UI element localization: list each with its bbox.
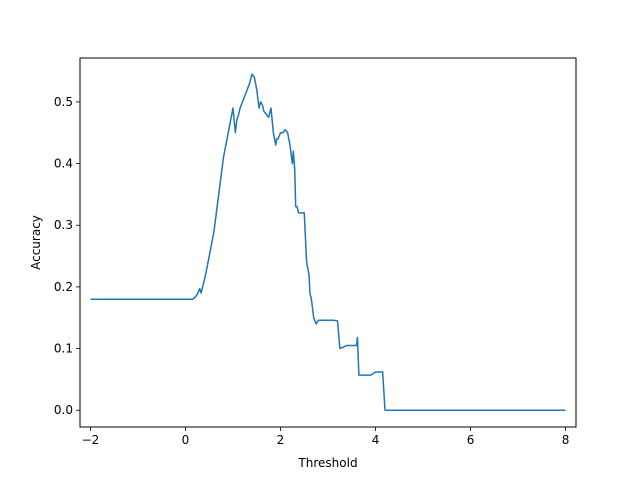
- x-tick-label: −2: [82, 433, 100, 447]
- y-tick-label: 0.3: [54, 218, 73, 232]
- y-tick-label: 0.0: [54, 403, 73, 417]
- y-tick-label: 0.5: [54, 95, 73, 109]
- series-line-0: [90, 73, 566, 411]
- y-axis-label: Accuracy: [29, 215, 43, 270]
- y-tick-label: 0.2: [54, 280, 73, 294]
- x-tick-label: 2: [277, 433, 285, 447]
- y-tick-label: 0.4: [54, 157, 73, 171]
- x-tick-label: 6: [467, 433, 475, 447]
- x-tick-label: 0: [182, 433, 190, 447]
- plot-frame: [79, 57, 577, 428]
- x-tick-label: 8: [562, 433, 570, 447]
- x-tick-label: 4: [372, 433, 380, 447]
- y-tick-label: 0.1: [54, 342, 73, 356]
- x-axis-label: Threshold: [297, 456, 357, 470]
